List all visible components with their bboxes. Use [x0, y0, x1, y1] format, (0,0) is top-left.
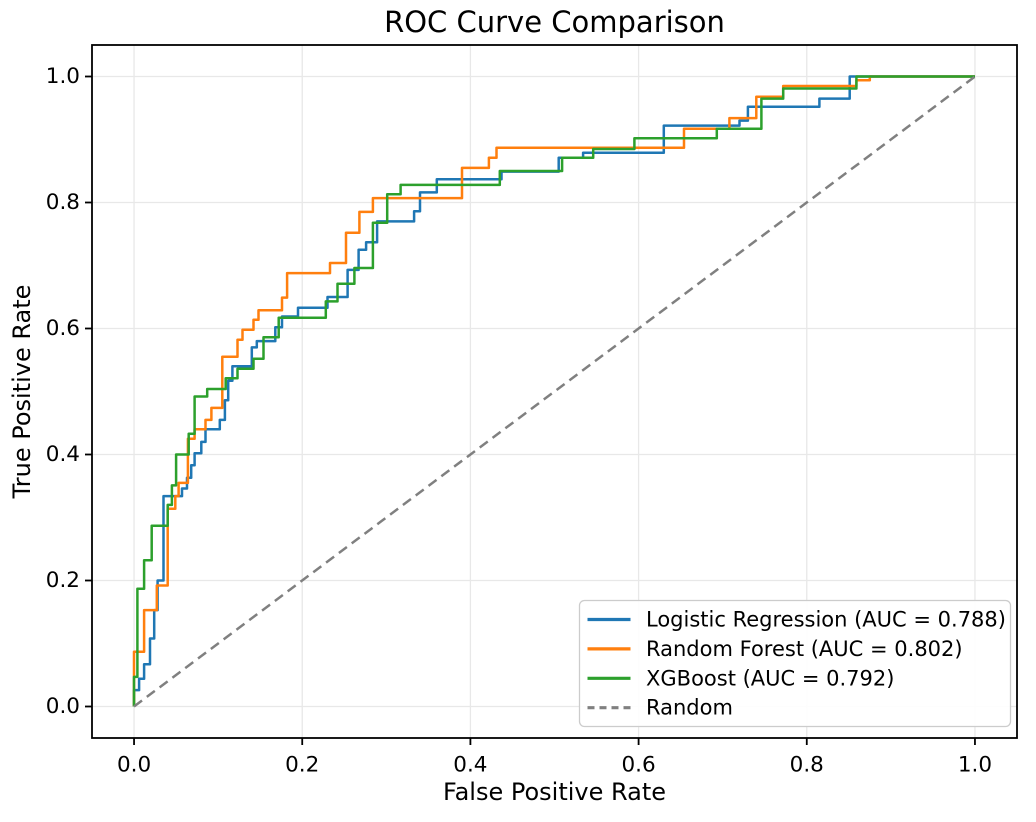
x-axis-label: False Positive Rate [443, 778, 666, 806]
plot-border [91, 44, 1018, 739]
y-tick-label-0.0: 0.0 [46, 694, 80, 719]
legend-item-xgboost-auc-0-792: XGBoost (AUC = 0.792) [587, 666, 894, 690]
curve-xgboost-auc-0-792 [132, 75, 975, 707]
legend-label-random-forest-auc-0-802: Random Forest (AUC = 0.802) [646, 637, 963, 661]
chart-title: ROC Curve Comparison [384, 5, 725, 39]
legend-label-random: Random [646, 696, 733, 720]
y-tick-label-0.8: 0.8 [46, 190, 80, 215]
y-tick-label-0.6: 0.6 [46, 316, 80, 341]
x-tick-label-0.4: 0.4 [453, 753, 487, 778]
x-tick-label-0.0: 0.0 [117, 753, 151, 778]
legend-item-random: Random [587, 696, 733, 720]
legend-item-random-forest-auc-0-802: Random Forest (AUC = 0.802) [587, 637, 963, 661]
x-tick-label-0.6: 0.6 [621, 753, 655, 778]
y-axis-ticks: 0.0 0.2 0.4 0.6 0.8 1.0 [46, 64, 92, 719]
legend: Logistic Regression (AUC = 0.788) Random … [578, 599, 1012, 728]
x-tick-label-1.0: 1.0 [958, 753, 992, 778]
legend-label-logistic-regression-auc-0-788: Logistic Regression (AUC = 0.788) [646, 608, 1006, 632]
y-axis-label: True Positive Rate [8, 285, 36, 500]
x-tick-label-0.2: 0.2 [285, 753, 319, 778]
x-tick-label-0.8: 0.8 [790, 753, 824, 778]
legend-label-xgboost-auc-0-792: XGBoost (AUC = 0.792) [646, 666, 894, 690]
legend-box [578, 599, 1012, 728]
y-tick-label-0.2: 0.2 [46, 568, 80, 593]
y-tick-label-0.4: 0.4 [46, 442, 80, 467]
x-axis-ticks: 0.0 0.2 0.4 0.6 0.8 1.0 [117, 738, 992, 778]
y-tick-label-1.0: 1.0 [46, 64, 80, 89]
legend-item-logistic-regression-auc-0-788: Logistic Regression (AUC = 0.788) [587, 608, 1006, 632]
